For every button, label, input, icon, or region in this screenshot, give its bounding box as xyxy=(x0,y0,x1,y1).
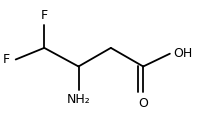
Text: OH: OH xyxy=(174,47,193,60)
Text: F: F xyxy=(41,9,48,22)
Text: F: F xyxy=(3,53,10,66)
Text: NH₂: NH₂ xyxy=(67,93,90,106)
Text: O: O xyxy=(138,97,148,110)
